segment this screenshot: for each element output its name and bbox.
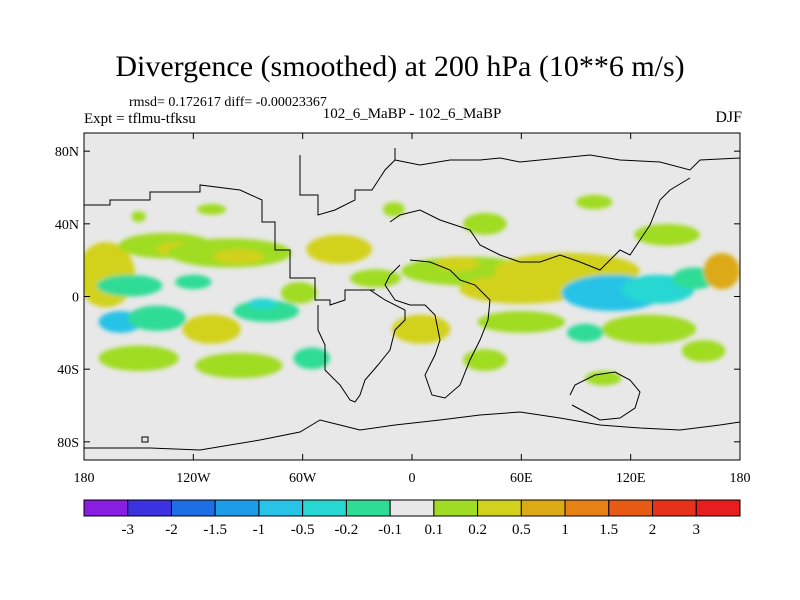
colorbar-label-12: 2 (649, 522, 657, 538)
coastline-north-america (84, 184, 375, 306)
field-region-16 (293, 347, 330, 370)
coastline-south-america (317, 289, 406, 403)
field-region-31 (634, 223, 700, 246)
y-tick-label-3: 40S (57, 363, 79, 378)
colorbar-label-13: 3 (693, 522, 701, 538)
coastline-eurasia-north (394, 154, 740, 171)
field-region-35 (566, 323, 604, 342)
colorbar-label-1: -2 (165, 522, 178, 538)
colorbar-swatch-2 (170, 499, 216, 517)
colorbar-swatch-13 (652, 499, 697, 517)
field-region-36 (463, 349, 507, 371)
field-region-11 (182, 314, 241, 344)
chart-title: Divergence (smoothed) at 200 hPa (10**6 … (115, 50, 685, 83)
x-tick-label-4: 60E (510, 471, 533, 486)
colorbar-label-7: 0.1 (424, 522, 443, 538)
field-region-18 (280, 281, 318, 304)
coastline-eurasia-south (389, 177, 691, 271)
field-region-22 (463, 212, 507, 235)
axis-ticks: 80N 40N 0 40S 80S 180 120W 60W 0 60E 120E 180 (55, 133, 751, 486)
x-tick-label-0: 180 (74, 471, 95, 486)
field-region-8 (96, 274, 163, 297)
field-region-15 (195, 352, 283, 379)
colorbar-label-6: -0.1 (378, 522, 402, 538)
x-tick-label-6: 180 (730, 471, 751, 486)
colorbar-swatch-5 (302, 499, 347, 517)
colorbar-label-5: -0.2 (335, 522, 359, 538)
colorbar-swatch-10 (520, 499, 566, 517)
experiment-label: Expt = tflmu-tfksu (84, 111, 196, 127)
field-region-24 (391, 314, 451, 344)
colorbar-label-4: -0.5 (291, 522, 315, 538)
field-region-21 (435, 256, 480, 272)
y-tick-label-0: 80N (55, 145, 79, 160)
field-region-19 (350, 269, 402, 288)
coastline-greenland (299, 148, 396, 216)
field-region-17 (306, 234, 372, 264)
colorbar-swatch-8 (433, 499, 479, 517)
colorbar: -3 -2 -1.5 -1 -0.5 -0.2 -0.1 0.1 0.2 0.5 1 1.5 2 3 (83, 499, 741, 538)
colorbar-swatch-6 (345, 499, 391, 517)
coastline-australia (569, 371, 641, 421)
colorbar-label-2: -1.5 (203, 522, 227, 538)
colorbar-label-8: 0.2 (468, 522, 487, 538)
field-region-23 (382, 202, 405, 217)
field-region-6 (131, 211, 146, 223)
colorbar-swatch-14 (695, 499, 741, 517)
x-tick-label-5: 120E (616, 471, 646, 486)
colorbar-label-9: 0.5 (512, 522, 531, 538)
colorbar-swatch-12 (608, 499, 654, 517)
continent-outlines (84, 148, 740, 451)
field-region-38 (681, 340, 726, 362)
field-region-33 (477, 311, 566, 333)
colorbar-label-3: -1 (253, 522, 266, 538)
field-region-37 (585, 370, 622, 386)
coastline-antarctica (84, 411, 740, 451)
field-region-14 (98, 345, 179, 371)
island-outline (141, 436, 149, 443)
season-label: DJF (715, 109, 742, 126)
field-region-34 (601, 314, 697, 344)
colorbar-swatch-9 (477, 499, 522, 517)
y-tick-label-2: 0 (72, 291, 79, 306)
coastline-africa (384, 259, 491, 399)
field-region-32 (576, 194, 613, 210)
colorbar-swatch-11 (564, 499, 610, 517)
colorbar-swatch-0 (83, 499, 129, 517)
colorbar-swatch-4 (258, 499, 304, 517)
field-region-39 (175, 274, 212, 290)
field-region-7 (196, 203, 227, 215)
colorbar-label-0: -3 (121, 522, 134, 538)
y-tick-label-4: 80S (57, 436, 79, 451)
field-region-10 (127, 305, 187, 332)
divergence-field (84, 194, 740, 386)
x-tick-label-1: 120W (176, 471, 211, 486)
x-tick-label-2: 60W (289, 471, 317, 486)
rmsd-diff-stats: rmsd= 0.172617 diff= -0.00023367 (129, 95, 327, 110)
field-region-5 (213, 249, 265, 264)
colorbar-swatch-7 (389, 499, 435, 517)
colorbar-swatch-1 (127, 499, 172, 517)
y-tick-label-1: 40N (55, 218, 79, 233)
field-region-30 (703, 252, 740, 290)
colorbar-label-10: 1 (561, 522, 569, 538)
field-region-13 (248, 298, 278, 310)
comparison-label: 102_6_MaBP - 102_6_MaBP (322, 106, 502, 122)
colorbar-label-11: 1.5 (599, 522, 618, 538)
colorbar-swatch-3 (214, 499, 260, 517)
x-tick-label-3: 0 (409, 471, 416, 486)
